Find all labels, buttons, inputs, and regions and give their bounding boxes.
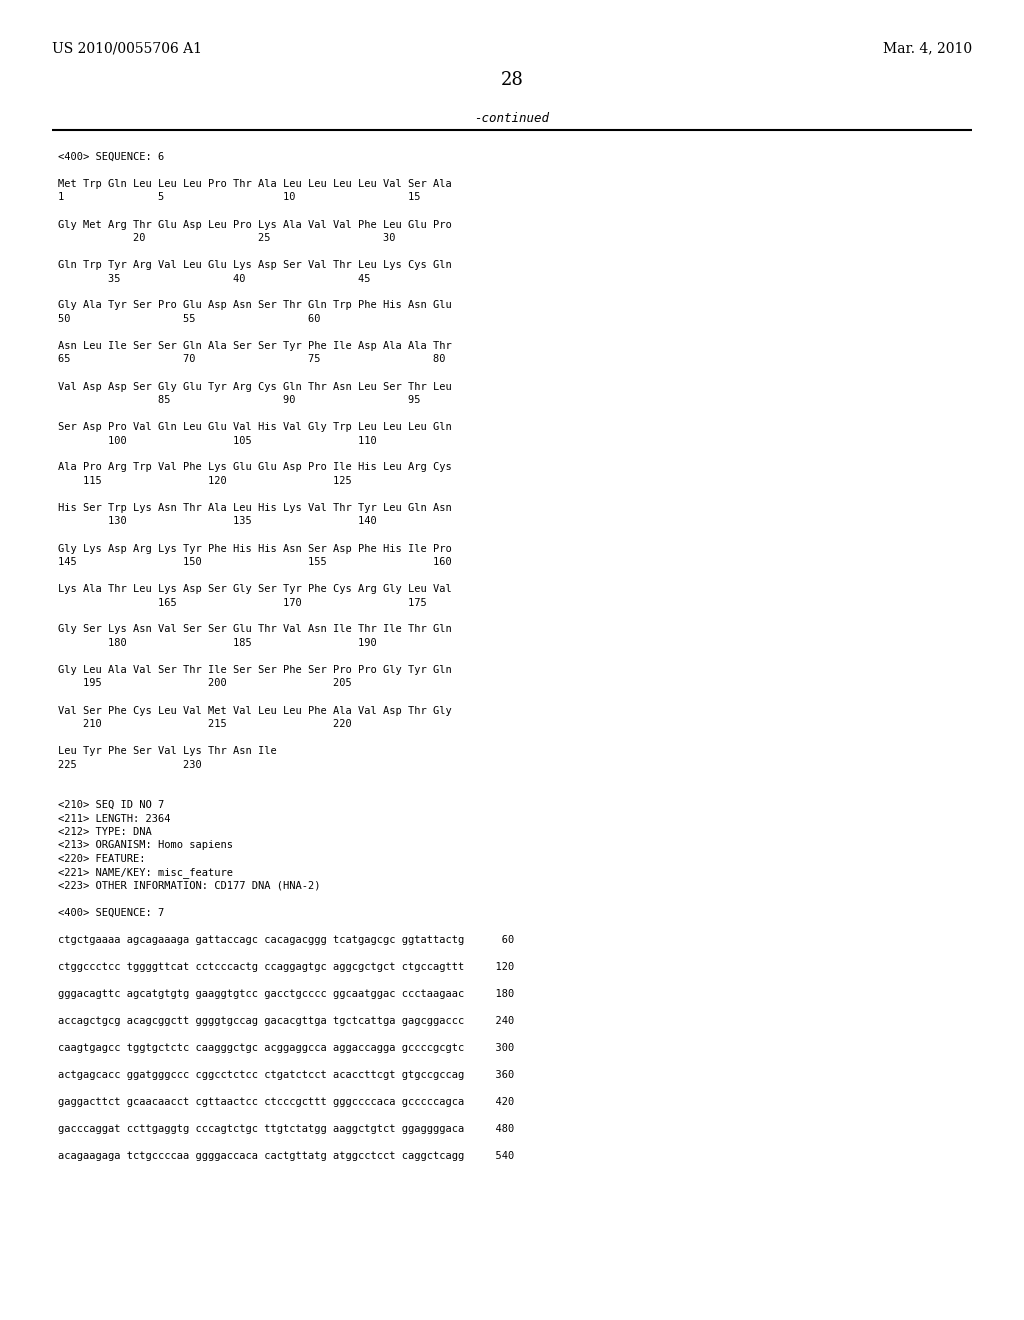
Text: Gly Met Arg Thr Glu Asp Leu Pro Lys Ala Val Val Phe Leu Glu Pro: Gly Met Arg Thr Glu Asp Leu Pro Lys Ala … (58, 219, 452, 230)
Text: -continued: -continued (474, 111, 550, 124)
Text: 100                 105                 110: 100 105 110 (58, 436, 377, 446)
Text: <400> SEQUENCE: 6: <400> SEQUENCE: 6 (58, 152, 164, 162)
Text: 115                 120                 125: 115 120 125 (58, 477, 352, 486)
Text: 65                  70                  75                  80: 65 70 75 80 (58, 355, 445, 364)
Text: gaggacttct gcaacaacct cgttaactcc ctcccgcttt gggccccaca gcccccagca     420: gaggacttct gcaacaacct cgttaactcc ctcccgc… (58, 1097, 514, 1107)
Text: Leu Tyr Phe Ser Val Lys Thr Asn Ile: Leu Tyr Phe Ser Val Lys Thr Asn Ile (58, 746, 276, 756)
Text: <400> SEQUENCE: 7: <400> SEQUENCE: 7 (58, 908, 164, 917)
Text: <221> NAME/KEY: misc_feature: <221> NAME/KEY: misc_feature (58, 867, 233, 878)
Text: Asn Leu Ile Ser Ser Gln Ala Ser Ser Tyr Phe Ile Asp Ala Ala Thr: Asn Leu Ile Ser Ser Gln Ala Ser Ser Tyr … (58, 341, 452, 351)
Text: Mar. 4, 2010: Mar. 4, 2010 (883, 41, 972, 55)
Text: 180                 185                 190: 180 185 190 (58, 638, 377, 648)
Text: Gly Ser Lys Asn Val Ser Ser Glu Thr Val Asn Ile Thr Ile Thr Gln: Gly Ser Lys Asn Val Ser Ser Glu Thr Val … (58, 624, 452, 635)
Text: caagtgagcc tggtgctctc caagggctgc acggaggcca aggaccagga gccccgcgtc     300: caagtgagcc tggtgctctc caagggctgc acggagg… (58, 1043, 514, 1053)
Text: 50                  55                  60: 50 55 60 (58, 314, 321, 323)
Text: 145                 150                 155                 160: 145 150 155 160 (58, 557, 452, 568)
Text: 1               5                   10                  15: 1 5 10 15 (58, 193, 421, 202)
Text: Met Trp Gln Leu Leu Leu Pro Thr Ala Leu Leu Leu Leu Val Ser Ala: Met Trp Gln Leu Leu Leu Pro Thr Ala Leu … (58, 180, 452, 189)
Text: <210> SEQ ID NO 7: <210> SEQ ID NO 7 (58, 800, 164, 810)
Text: 28: 28 (501, 71, 523, 88)
Text: <211> LENGTH: 2364: <211> LENGTH: 2364 (58, 813, 171, 824)
Text: <213> ORGANISM: Homo sapiens: <213> ORGANISM: Homo sapiens (58, 841, 233, 850)
Text: <223> OTHER INFORMATION: CD177 DNA (HNA-2): <223> OTHER INFORMATION: CD177 DNA (HNA-… (58, 880, 321, 891)
Text: Gly Ala Tyr Ser Pro Glu Asp Asn Ser Thr Gln Trp Phe His Asn Glu: Gly Ala Tyr Ser Pro Glu Asp Asn Ser Thr … (58, 301, 452, 310)
Text: gacccaggat ccttgaggtg cccagtctgc ttgtctatgg aaggctgtct ggaggggaca     480: gacccaggat ccttgaggtg cccagtctgc ttgtcta… (58, 1125, 514, 1134)
Text: Gly Lys Asp Arg Lys Tyr Phe His His Asn Ser Asp Phe His Ile Pro: Gly Lys Asp Arg Lys Tyr Phe His His Asn … (58, 544, 452, 553)
Text: gggacagttc agcatgtgtg gaaggtgtcc gacctgcccc ggcaatggac ccctaagaac     180: gggacagttc agcatgtgtg gaaggtgtcc gacctgc… (58, 989, 514, 999)
Text: ctgctgaaaa agcagaaaga gattaccagc cacagacggg tcatgagcgc ggtattactg      60: ctgctgaaaa agcagaaaga gattaccagc cacagac… (58, 935, 514, 945)
Text: Ala Pro Arg Trp Val Phe Lys Glu Glu Asp Pro Ile His Leu Arg Cys: Ala Pro Arg Trp Val Phe Lys Glu Glu Asp … (58, 462, 452, 473)
Text: Gln Trp Tyr Arg Val Leu Glu Lys Asp Ser Val Thr Leu Lys Cys Gln: Gln Trp Tyr Arg Val Leu Glu Lys Asp Ser … (58, 260, 452, 271)
Text: ctggccctcc tggggttcat cctcccactg ccaggagtgc aggcgctgct ctgccagttt     120: ctggccctcc tggggttcat cctcccactg ccaggag… (58, 962, 514, 972)
Text: Gly Leu Ala Val Ser Thr Ile Ser Ser Phe Ser Pro Pro Gly Tyr Gln: Gly Leu Ala Val Ser Thr Ile Ser Ser Phe … (58, 665, 452, 675)
Text: 225                 230: 225 230 (58, 759, 202, 770)
Text: acagaagaga tctgccccaa ggggaccaca cactgttatg atggcctcct caggctcagg     540: acagaagaga tctgccccaa ggggaccaca cactgtt… (58, 1151, 514, 1162)
Text: accagctgcg acagcggctt ggggtgccag gacacgttga tgctcattga gagcggaccc     240: accagctgcg acagcggctt ggggtgccag gacacgt… (58, 1016, 514, 1026)
Text: <220> FEATURE:: <220> FEATURE: (58, 854, 145, 865)
Text: 130                 135                 140: 130 135 140 (58, 516, 377, 527)
Text: Ser Asp Pro Val Gln Leu Glu Val His Val Gly Trp Leu Leu Leu Gln: Ser Asp Pro Val Gln Leu Glu Val His Val … (58, 422, 452, 432)
Text: 35                  40                  45: 35 40 45 (58, 273, 371, 284)
Text: <212> TYPE: DNA: <212> TYPE: DNA (58, 828, 152, 837)
Text: 85                  90                  95: 85 90 95 (58, 395, 421, 405)
Text: US 2010/0055706 A1: US 2010/0055706 A1 (52, 41, 202, 55)
Text: actgagcacc ggatgggccc cggcctctcc ctgatctcct acaccttcgt gtgccgccag     360: actgagcacc ggatgggccc cggcctctcc ctgatct… (58, 1071, 514, 1080)
Text: 20                  25                  30: 20 25 30 (58, 234, 395, 243)
Text: 165                 170                 175: 165 170 175 (58, 598, 427, 607)
Text: 195                 200                 205: 195 200 205 (58, 678, 352, 689)
Text: His Ser Trp Lys Asn Thr Ala Leu His Lys Val Thr Tyr Leu Gln Asn: His Ser Trp Lys Asn Thr Ala Leu His Lys … (58, 503, 452, 513)
Text: Val Ser Phe Cys Leu Val Met Val Leu Leu Phe Ala Val Asp Thr Gly: Val Ser Phe Cys Leu Val Met Val Leu Leu … (58, 705, 452, 715)
Text: 210                 215                 220: 210 215 220 (58, 719, 352, 729)
Text: Lys Ala Thr Leu Lys Asp Ser Gly Ser Tyr Phe Cys Arg Gly Leu Val: Lys Ala Thr Leu Lys Asp Ser Gly Ser Tyr … (58, 583, 452, 594)
Text: Val Asp Asp Ser Gly Glu Tyr Arg Cys Gln Thr Asn Leu Ser Thr Leu: Val Asp Asp Ser Gly Glu Tyr Arg Cys Gln … (58, 381, 452, 392)
